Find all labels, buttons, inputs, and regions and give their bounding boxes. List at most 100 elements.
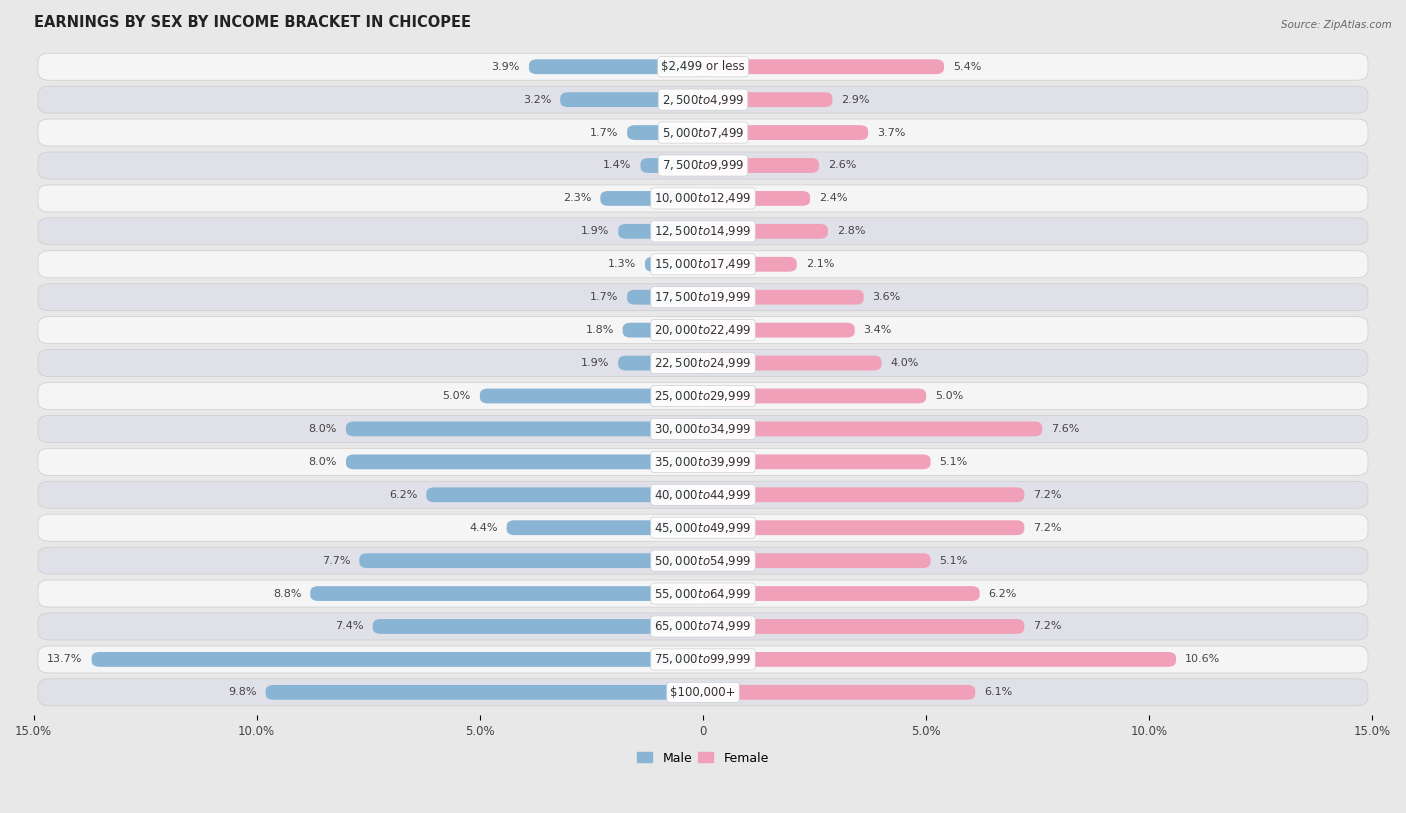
FancyBboxPatch shape	[703, 158, 820, 173]
Text: $30,000 to $34,999: $30,000 to $34,999	[654, 422, 752, 436]
FancyBboxPatch shape	[703, 520, 1025, 535]
FancyBboxPatch shape	[703, 257, 797, 272]
Text: 8.0%: 8.0%	[309, 457, 337, 467]
FancyBboxPatch shape	[38, 316, 1368, 344]
FancyBboxPatch shape	[641, 158, 703, 173]
Text: EARNINGS BY SEX BY INCOME BRACKET IN CHICOPEE: EARNINGS BY SEX BY INCOME BRACKET IN CHI…	[34, 15, 471, 30]
FancyBboxPatch shape	[703, 323, 855, 337]
Text: $2,499 or less: $2,499 or less	[661, 60, 745, 73]
Text: 2.6%: 2.6%	[828, 160, 856, 171]
Text: 1.3%: 1.3%	[607, 259, 636, 269]
Text: $2,500 to $4,999: $2,500 to $4,999	[662, 93, 744, 107]
Text: 1.4%: 1.4%	[603, 160, 631, 171]
FancyBboxPatch shape	[346, 421, 703, 437]
Text: 2.9%: 2.9%	[841, 94, 870, 105]
FancyBboxPatch shape	[311, 586, 703, 601]
FancyBboxPatch shape	[38, 152, 1368, 179]
Text: 2.3%: 2.3%	[562, 193, 592, 203]
FancyBboxPatch shape	[560, 92, 703, 107]
FancyBboxPatch shape	[703, 224, 828, 239]
FancyBboxPatch shape	[38, 86, 1368, 113]
Text: $20,000 to $22,499: $20,000 to $22,499	[654, 323, 752, 337]
FancyBboxPatch shape	[38, 580, 1368, 607]
Text: $5,000 to $7,499: $5,000 to $7,499	[662, 125, 744, 140]
FancyBboxPatch shape	[623, 323, 703, 337]
Text: $22,500 to $24,999: $22,500 to $24,999	[654, 356, 752, 370]
Text: 8.8%: 8.8%	[273, 589, 301, 598]
FancyBboxPatch shape	[703, 355, 882, 371]
Text: 6.1%: 6.1%	[984, 687, 1012, 698]
Text: $100,000+: $100,000+	[671, 686, 735, 699]
FancyBboxPatch shape	[627, 125, 703, 140]
FancyBboxPatch shape	[703, 454, 931, 469]
Legend: Male, Female: Male, Female	[633, 746, 773, 770]
Text: 1.7%: 1.7%	[591, 292, 619, 302]
Text: $35,000 to $39,999: $35,000 to $39,999	[654, 454, 752, 469]
FancyBboxPatch shape	[38, 53, 1368, 80]
Text: 7.2%: 7.2%	[1033, 523, 1062, 533]
FancyBboxPatch shape	[38, 185, 1368, 212]
Text: 5.0%: 5.0%	[443, 391, 471, 401]
Text: $40,000 to $44,999: $40,000 to $44,999	[654, 488, 752, 502]
Text: $12,500 to $14,999: $12,500 to $14,999	[654, 224, 752, 238]
FancyBboxPatch shape	[627, 289, 703, 305]
Text: $50,000 to $54,999: $50,000 to $54,999	[654, 554, 752, 567]
Text: 2.8%: 2.8%	[837, 226, 865, 237]
FancyBboxPatch shape	[479, 389, 703, 403]
Text: $10,000 to $12,499: $10,000 to $12,499	[654, 191, 752, 206]
Text: 7.2%: 7.2%	[1033, 489, 1062, 500]
FancyBboxPatch shape	[346, 454, 703, 469]
Text: 5.4%: 5.4%	[953, 62, 981, 72]
Text: 3.6%: 3.6%	[873, 292, 901, 302]
FancyBboxPatch shape	[703, 59, 943, 74]
Text: 3.4%: 3.4%	[863, 325, 891, 335]
FancyBboxPatch shape	[619, 355, 703, 371]
FancyBboxPatch shape	[38, 481, 1368, 508]
FancyBboxPatch shape	[38, 350, 1368, 376]
Text: 4.4%: 4.4%	[470, 523, 498, 533]
Text: 6.2%: 6.2%	[389, 489, 418, 500]
FancyBboxPatch shape	[91, 652, 703, 667]
Text: 1.9%: 1.9%	[581, 226, 609, 237]
FancyBboxPatch shape	[619, 224, 703, 239]
FancyBboxPatch shape	[506, 520, 703, 535]
FancyBboxPatch shape	[600, 191, 703, 206]
FancyBboxPatch shape	[703, 389, 927, 403]
FancyBboxPatch shape	[703, 125, 868, 140]
FancyBboxPatch shape	[703, 487, 1025, 502]
Text: $55,000 to $64,999: $55,000 to $64,999	[654, 586, 752, 601]
Text: $17,500 to $19,999: $17,500 to $19,999	[654, 290, 752, 304]
FancyBboxPatch shape	[38, 382, 1368, 410]
FancyBboxPatch shape	[645, 257, 703, 272]
Text: $45,000 to $49,999: $45,000 to $49,999	[654, 520, 752, 535]
FancyBboxPatch shape	[266, 685, 703, 700]
FancyBboxPatch shape	[38, 250, 1368, 278]
Text: 5.1%: 5.1%	[939, 555, 967, 566]
Text: 1.9%: 1.9%	[581, 358, 609, 368]
Text: 4.0%: 4.0%	[890, 358, 918, 368]
FancyBboxPatch shape	[703, 553, 931, 568]
Text: Source: ZipAtlas.com: Source: ZipAtlas.com	[1281, 20, 1392, 30]
FancyBboxPatch shape	[703, 191, 810, 206]
FancyBboxPatch shape	[38, 514, 1368, 541]
Text: 7.4%: 7.4%	[335, 621, 364, 632]
FancyBboxPatch shape	[703, 619, 1025, 634]
FancyBboxPatch shape	[38, 415, 1368, 442]
FancyBboxPatch shape	[38, 547, 1368, 574]
Text: 8.0%: 8.0%	[309, 424, 337, 434]
Text: 3.2%: 3.2%	[523, 94, 551, 105]
Text: 5.1%: 5.1%	[939, 457, 967, 467]
Text: 2.4%: 2.4%	[820, 193, 848, 203]
Text: $65,000 to $74,999: $65,000 to $74,999	[654, 620, 752, 633]
Text: 2.1%: 2.1%	[806, 259, 834, 269]
Text: 10.6%: 10.6%	[1185, 654, 1220, 664]
Text: 5.0%: 5.0%	[935, 391, 963, 401]
Text: $7,500 to $9,999: $7,500 to $9,999	[662, 159, 744, 172]
FancyBboxPatch shape	[703, 289, 863, 305]
Text: 7.7%: 7.7%	[322, 555, 350, 566]
Text: 9.8%: 9.8%	[228, 687, 257, 698]
FancyBboxPatch shape	[703, 92, 832, 107]
Text: $75,000 to $99,999: $75,000 to $99,999	[654, 652, 752, 667]
Text: 3.7%: 3.7%	[877, 128, 905, 137]
FancyBboxPatch shape	[360, 553, 703, 568]
